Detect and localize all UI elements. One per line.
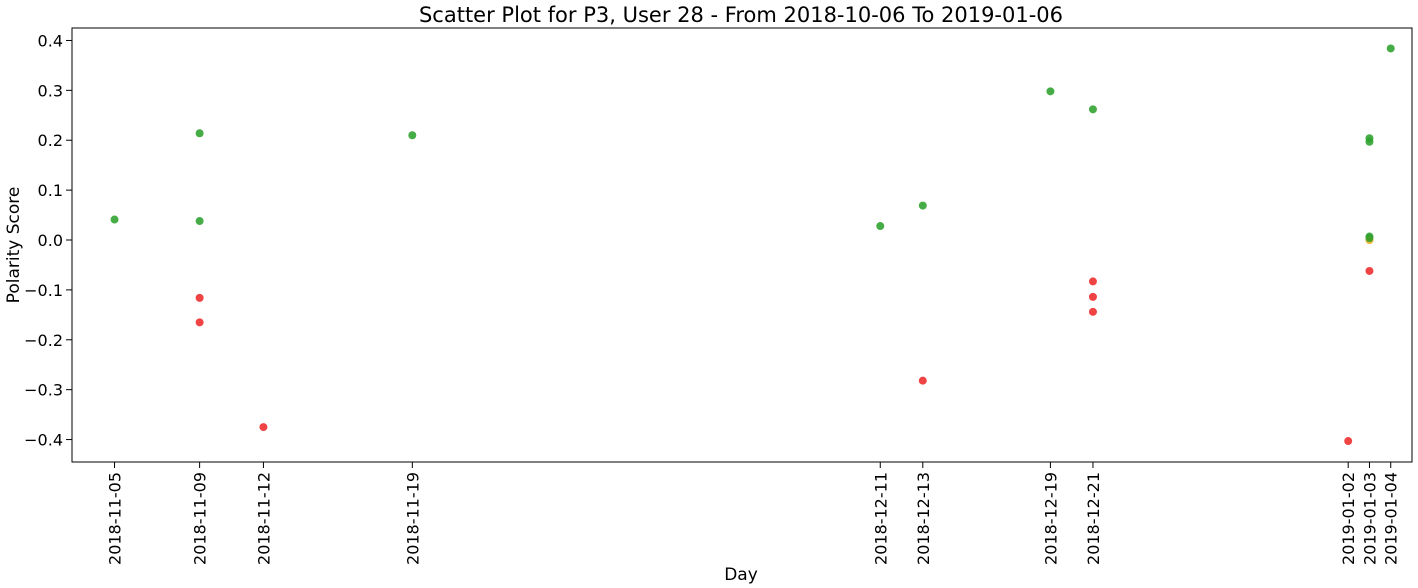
y-tick-label: −0.3	[24, 381, 63, 400]
y-tick-label: −0.2	[24, 331, 63, 350]
x-axis: 2018-11-05 2018-11-09 2018-11-12 2018-11-19…	[106, 462, 1401, 565]
x-axis-label: Day	[724, 565, 758, 585]
data-point-positive	[1365, 234, 1374, 243]
y-axis: −0.4 −0.3 −0.2 −0.1 0.0 0.1 0.2 0.3 0.4	[24, 31, 72, 450]
chart-title: Scatter Plot for P3, User 28 - From 2018…	[419, 3, 1063, 27]
data-point-negative	[1088, 307, 1097, 316]
data-point-positive	[1046, 87, 1055, 96]
data-point-negative	[1088, 277, 1097, 286]
x-tick-label: 2019-01-02	[1339, 472, 1358, 565]
data-point-positive	[195, 129, 204, 138]
data-point-positive	[1386, 44, 1395, 53]
x-tick-label: 2018-12-13	[914, 472, 933, 565]
x-tick-label: 2019-01-03	[1360, 472, 1379, 565]
data-point-negative	[1088, 292, 1097, 301]
data-point-negative	[918, 376, 927, 385]
data-point-positive	[1365, 137, 1374, 146]
data-point-negative	[195, 293, 204, 302]
x-tick-label: 2018-11-05	[106, 472, 125, 565]
y-tick-label: 0.1	[38, 181, 63, 200]
data-point-positive	[195, 217, 204, 226]
data-points	[110, 44, 1395, 446]
plot-area	[71, 27, 1413, 463]
data-point-positive	[1088, 105, 1097, 114]
data-point-negative	[195, 318, 204, 327]
data-point-positive	[918, 201, 927, 210]
x-tick-label: 2018-12-21	[1084, 472, 1103, 565]
y-tick-label: −0.1	[24, 281, 63, 300]
y-tick-label: 0.0	[38, 231, 63, 250]
x-tick-label: 2018-12-19	[1041, 472, 1060, 565]
x-tick-label: 2019-01-04	[1382, 472, 1401, 565]
x-tick-label: 2018-11-12	[254, 472, 273, 565]
data-point-negative	[259, 423, 268, 432]
data-point-positive	[110, 215, 119, 224]
y-tick-label: 0.3	[38, 81, 63, 100]
y-tick-label: −0.4	[24, 431, 63, 450]
data-point-negative	[1365, 266, 1374, 275]
x-tick-label: 2018-11-19	[403, 472, 422, 565]
y-tick-label: 0.2	[38, 131, 63, 150]
y-axis-label: Polarity Score	[4, 187, 24, 304]
data-point-positive	[876, 222, 885, 231]
x-tick-label: 2018-12-11	[871, 472, 890, 565]
x-tick-label: 2018-11-09	[191, 472, 210, 565]
data-point-negative	[1344, 437, 1353, 446]
data-point-positive	[408, 131, 417, 140]
y-tick-label: 0.4	[38, 31, 63, 50]
